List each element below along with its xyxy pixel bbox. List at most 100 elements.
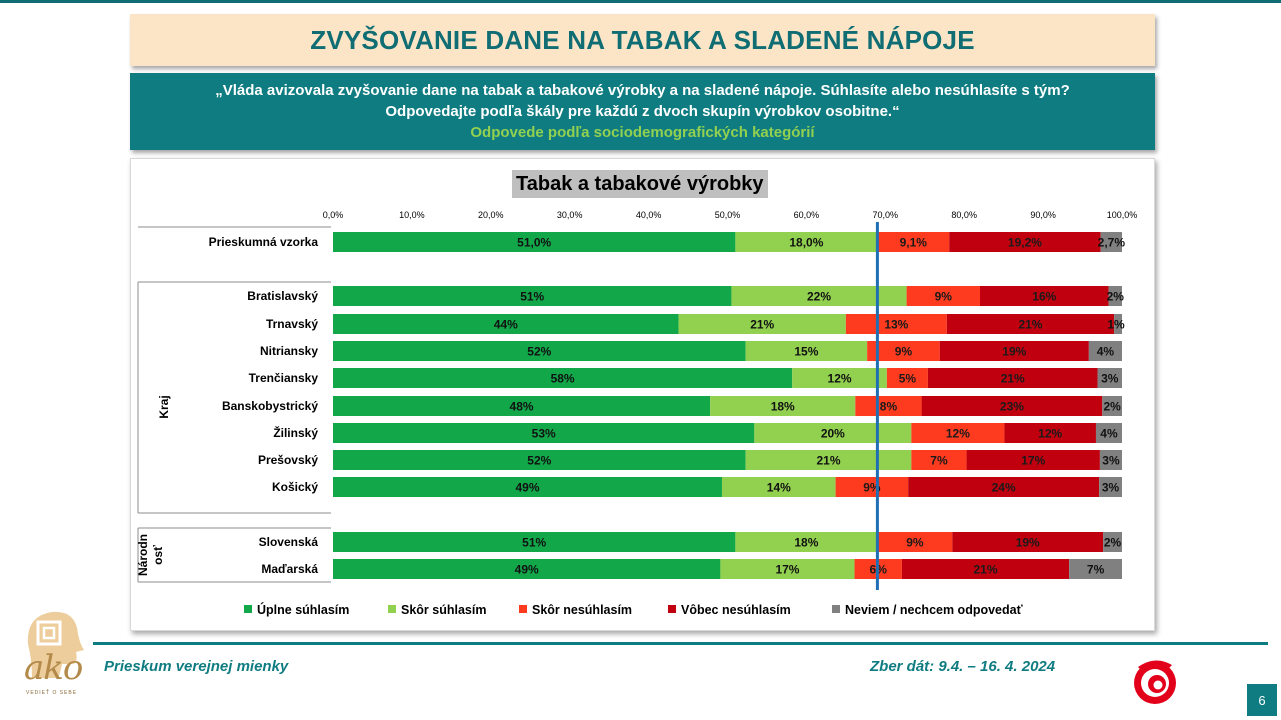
bar-segment	[939, 341, 1089, 361]
data-label: 7%	[930, 454, 948, 468]
legend-swatch	[519, 605, 527, 613]
x-tick-label: 30,0%	[557, 210, 583, 220]
bar-segment	[1100, 232, 1122, 252]
x-tick-label: 90,0%	[1030, 210, 1056, 220]
ako-logo-icon	[27, 611, 84, 678]
data-label: 18,0%	[789, 236, 823, 250]
page-number: 6	[1247, 684, 1277, 716]
data-label: 49%	[515, 481, 539, 495]
data-label: 21%	[750, 318, 774, 332]
title-banner: ZVYŠOVANIE DANE NA TABAK A SLADENÉ NÁPOJ…	[130, 14, 1155, 66]
bar-segment	[877, 232, 950, 252]
data-label: 3%	[1101, 372, 1119, 386]
bar-segment	[906, 286, 980, 306]
data-label: 12%	[1038, 427, 1062, 441]
data-label: 17%	[775, 563, 799, 577]
category-label: Prešovský	[258, 453, 318, 467]
data-label: 1%	[1107, 318, 1125, 332]
data-label: 21%	[1018, 318, 1042, 332]
x-tick-label: 70,0%	[873, 210, 899, 220]
data-label: 17%	[1021, 454, 1045, 468]
data-label: 48%	[510, 400, 534, 414]
bar-segment	[678, 314, 846, 334]
data-label: 9,1%	[900, 236, 928, 250]
data-label: 9%	[895, 345, 913, 359]
data-label: 4%	[1097, 345, 1115, 359]
bar-segment	[901, 559, 1070, 579]
data-label: 21%	[973, 563, 997, 577]
category-label: Nitriansky	[260, 344, 318, 358]
bar-segment	[721, 477, 836, 497]
x-tick-label: 10,0%	[399, 210, 425, 220]
question-subtitle: Odpovede podľa sociodemografických kateg…	[470, 124, 815, 141]
bar-segment	[855, 396, 922, 416]
legend-swatch	[832, 605, 840, 613]
data-label: 13%	[884, 318, 908, 332]
legend-swatch	[668, 605, 676, 613]
bar-segment	[1108, 286, 1122, 306]
data-label: 7%	[1087, 563, 1105, 577]
category-label: Trenčiansky	[249, 371, 319, 385]
legend-swatch	[244, 605, 252, 613]
category-label: Prieskumná vzorka	[209, 235, 319, 249]
data-label: 22%	[807, 290, 831, 304]
bar-segment	[1004, 423, 1096, 443]
data-label: 53%	[532, 427, 556, 441]
data-label: 4%	[1100, 427, 1118, 441]
data-label: 2%	[1103, 400, 1121, 414]
data-label: 19%	[1002, 345, 1026, 359]
footer-date: Zber dát: 9.4. – 16. 4. 2024	[870, 658, 1056, 675]
bar-segment	[333, 559, 721, 579]
category-label: Košický	[272, 480, 318, 494]
bar-segment	[952, 532, 1104, 552]
legend-label: Skôr nesúhlasím	[532, 603, 632, 617]
data-label: 2%	[1107, 290, 1125, 304]
bar-segment	[333, 232, 736, 252]
bar-segment	[921, 396, 1103, 416]
data-label: 9%	[935, 290, 953, 304]
category-label: Slovenská	[259, 535, 319, 549]
group-label: Národnosť	[136, 534, 165, 576]
data-label: 15%	[794, 345, 818, 359]
bar-segment	[949, 232, 1101, 252]
x-tick-label: 80,0%	[951, 210, 977, 220]
bar-segment	[1102, 396, 1122, 416]
data-label: 52%	[527, 454, 551, 468]
bar-segment	[333, 368, 793, 388]
x-tick-label: 40,0%	[636, 210, 662, 220]
data-label: 21%	[816, 454, 840, 468]
data-label: 18%	[794, 536, 818, 550]
bar-segment	[1088, 341, 1122, 361]
bar-segment	[333, 423, 755, 443]
bar-segment	[927, 368, 1098, 388]
data-label: 3%	[1102, 481, 1120, 495]
bar-segment	[1095, 423, 1122, 443]
x-tick-label: 20,0%	[478, 210, 504, 220]
data-label: 51%	[520, 290, 544, 304]
data-label: 21%	[1001, 372, 1025, 386]
bar-segment	[333, 477, 722, 497]
group-label-line: Národn	[136, 534, 150, 576]
ako-logo-tagline: VEDIEŤ O SEBE	[26, 690, 78, 696]
bar-segment	[835, 477, 909, 497]
category-label: Banskobystrický	[222, 399, 318, 413]
x-tick-label: 50,0%	[715, 210, 741, 220]
legend-label: Vôbec nesúhlasím	[681, 603, 791, 617]
data-label: 51,0%	[517, 236, 551, 250]
top-border	[0, 0, 1281, 3]
bar-segment	[1097, 368, 1122, 388]
question-banner: „Vláda avizovala zvyšovanie dane na taba…	[130, 73, 1155, 150]
page-title: ZVYŠOVANIE DANE NA TABAK A SLADENÉ NÁPOJ…	[310, 24, 975, 55]
bar-segment	[877, 532, 953, 552]
bar-segment	[946, 314, 1115, 334]
bar-segment	[735, 232, 878, 252]
chart-title: Tabak a tabakové výrobky	[512, 170, 768, 198]
x-tick-label: 0,0%	[323, 210, 344, 220]
bar-segment	[710, 396, 856, 416]
bar-segment	[792, 368, 887, 388]
data-label: 5%	[899, 372, 917, 386]
category-label: Maďarská	[261, 562, 318, 576]
data-label: 49%	[515, 563, 539, 577]
group-label: Kraj	[157, 395, 171, 418]
